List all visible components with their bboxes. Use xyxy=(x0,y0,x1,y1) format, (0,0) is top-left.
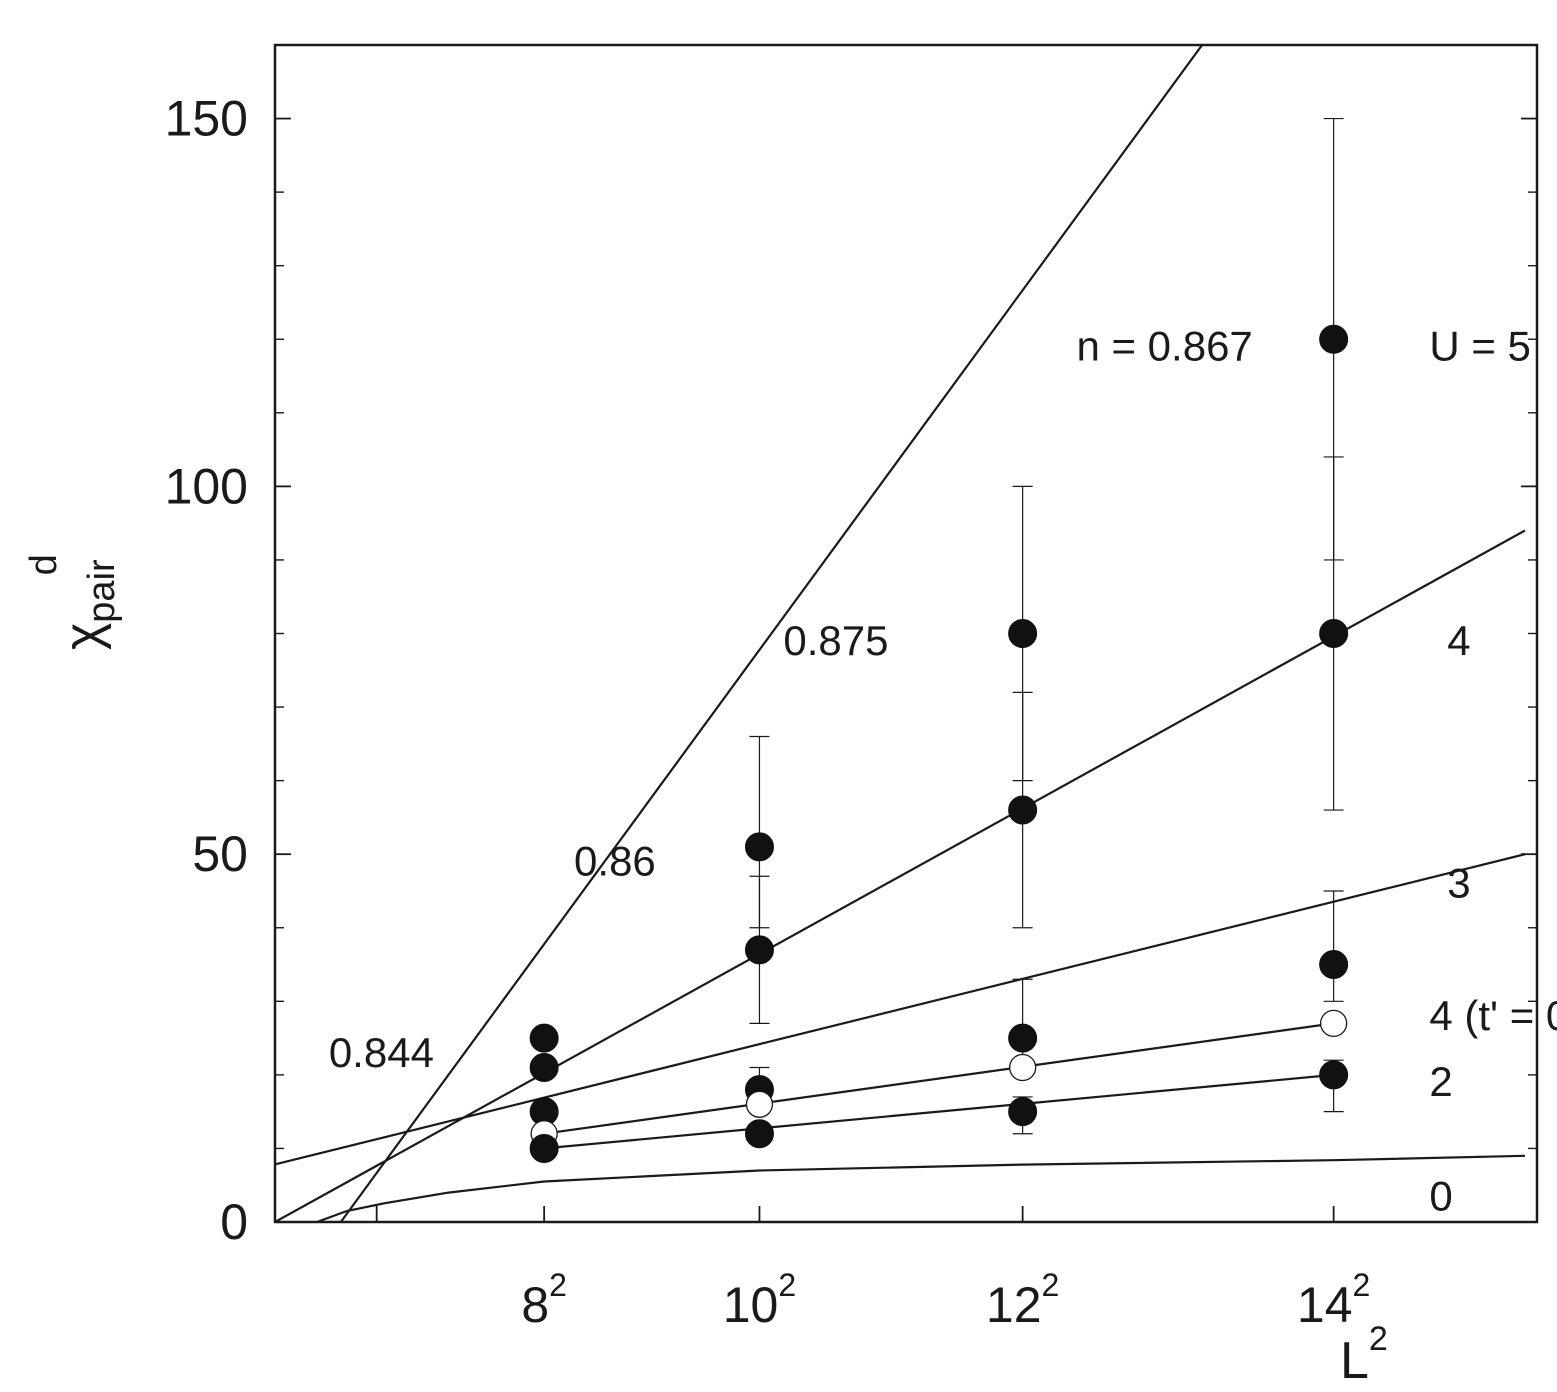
annotation-0: U = 5 xyxy=(1429,323,1531,370)
annotation-1: 4 xyxy=(1447,617,1470,664)
x-tick-label-sup-0: 2 xyxy=(549,1267,567,1303)
x-tick-label-3: 142 xyxy=(1297,1267,1370,1333)
annotation-6: n = 0.867 xyxy=(1076,323,1252,370)
data-point-3-3 xyxy=(1319,1009,1348,1038)
annotation-5: 0 xyxy=(1429,1172,1452,1219)
y-axis-label-main: χ xyxy=(54,623,112,650)
data-point-0-3 xyxy=(1319,324,1349,354)
fit-line-1 xyxy=(275,529,1526,1222)
data-point-1-3 xyxy=(1319,619,1349,648)
x-axis-label-sup: 2 xyxy=(1369,1320,1388,1358)
annotation-8: 0.86 xyxy=(574,838,656,885)
y-axis-label-sub: pair xyxy=(81,559,123,623)
x-tick-label-base-3: 14 xyxy=(1297,1277,1353,1333)
annotation-4: 2 xyxy=(1429,1058,1452,1105)
fit-line-0 xyxy=(339,45,1203,1222)
annotation-2: 3 xyxy=(1447,860,1470,907)
fit-line-2 xyxy=(275,853,1526,1166)
y-axis-label: χpaird xyxy=(23,554,123,650)
x-tick-label-base-1: 10 xyxy=(723,1277,779,1333)
data-point-2-2 xyxy=(1008,1023,1038,1053)
x-axis-label: L2 xyxy=(1340,1320,1388,1390)
labels-layer: U = 5 4 3 4 (t' = 0) 2 0 n = 0.867 0.875 0.86 0.8… xyxy=(329,323,1557,1220)
x-tick-label-sup-3: 2 xyxy=(1353,1267,1371,1303)
data-point-4-0 xyxy=(529,1133,559,1163)
data-point-3-2 xyxy=(1008,1053,1037,1082)
x-tick-label-base-0: 8 xyxy=(521,1277,549,1333)
x-tick-label-sup-1: 2 xyxy=(778,1267,796,1303)
data-point-4-2 xyxy=(1008,1097,1038,1127)
data-point-1-2 xyxy=(1008,795,1038,825)
annotation-3: 4 (t' = 0) xyxy=(1429,992,1557,1039)
fit-line-5 xyxy=(316,1154,1526,1222)
series-layer xyxy=(275,45,1526,1222)
x-tick-label-1: 102 xyxy=(723,1267,796,1333)
fit-line-4 xyxy=(543,1073,1334,1150)
data-point-4-1 xyxy=(744,1119,774,1149)
annotation-9: 0.844 xyxy=(329,1029,434,1076)
x-tick-label-0: 82 xyxy=(521,1267,567,1333)
data-point-0-2 xyxy=(1008,619,1038,648)
y-tick-label-0: 0 xyxy=(220,1194,248,1250)
y-axis-label-sup: d xyxy=(23,554,65,575)
data-point-4-3 xyxy=(1319,1060,1349,1090)
data-point-0-1 xyxy=(744,832,774,862)
annotation-7: 0.875 xyxy=(783,617,888,664)
y-tick-label-2: 100 xyxy=(165,458,248,514)
data-point-3-1 xyxy=(745,1090,774,1118)
y-tick-label-3: 150 xyxy=(165,91,248,147)
fit-line-3 xyxy=(543,1022,1334,1135)
data-point-1-1 xyxy=(744,935,774,965)
x-tick-label-sup-2: 2 xyxy=(1042,1267,1060,1303)
data-point-2-3 xyxy=(1319,950,1349,980)
y-tick-label-1: 50 xyxy=(192,826,248,882)
x-axis-label-base: L xyxy=(1340,1332,1369,1390)
x-tick-label-2: 122 xyxy=(986,1267,1059,1333)
x-tick-label-base-2: 12 xyxy=(986,1277,1042,1333)
data-point-0-0 xyxy=(529,1023,559,1053)
data-point-1-0 xyxy=(529,1053,559,1083)
